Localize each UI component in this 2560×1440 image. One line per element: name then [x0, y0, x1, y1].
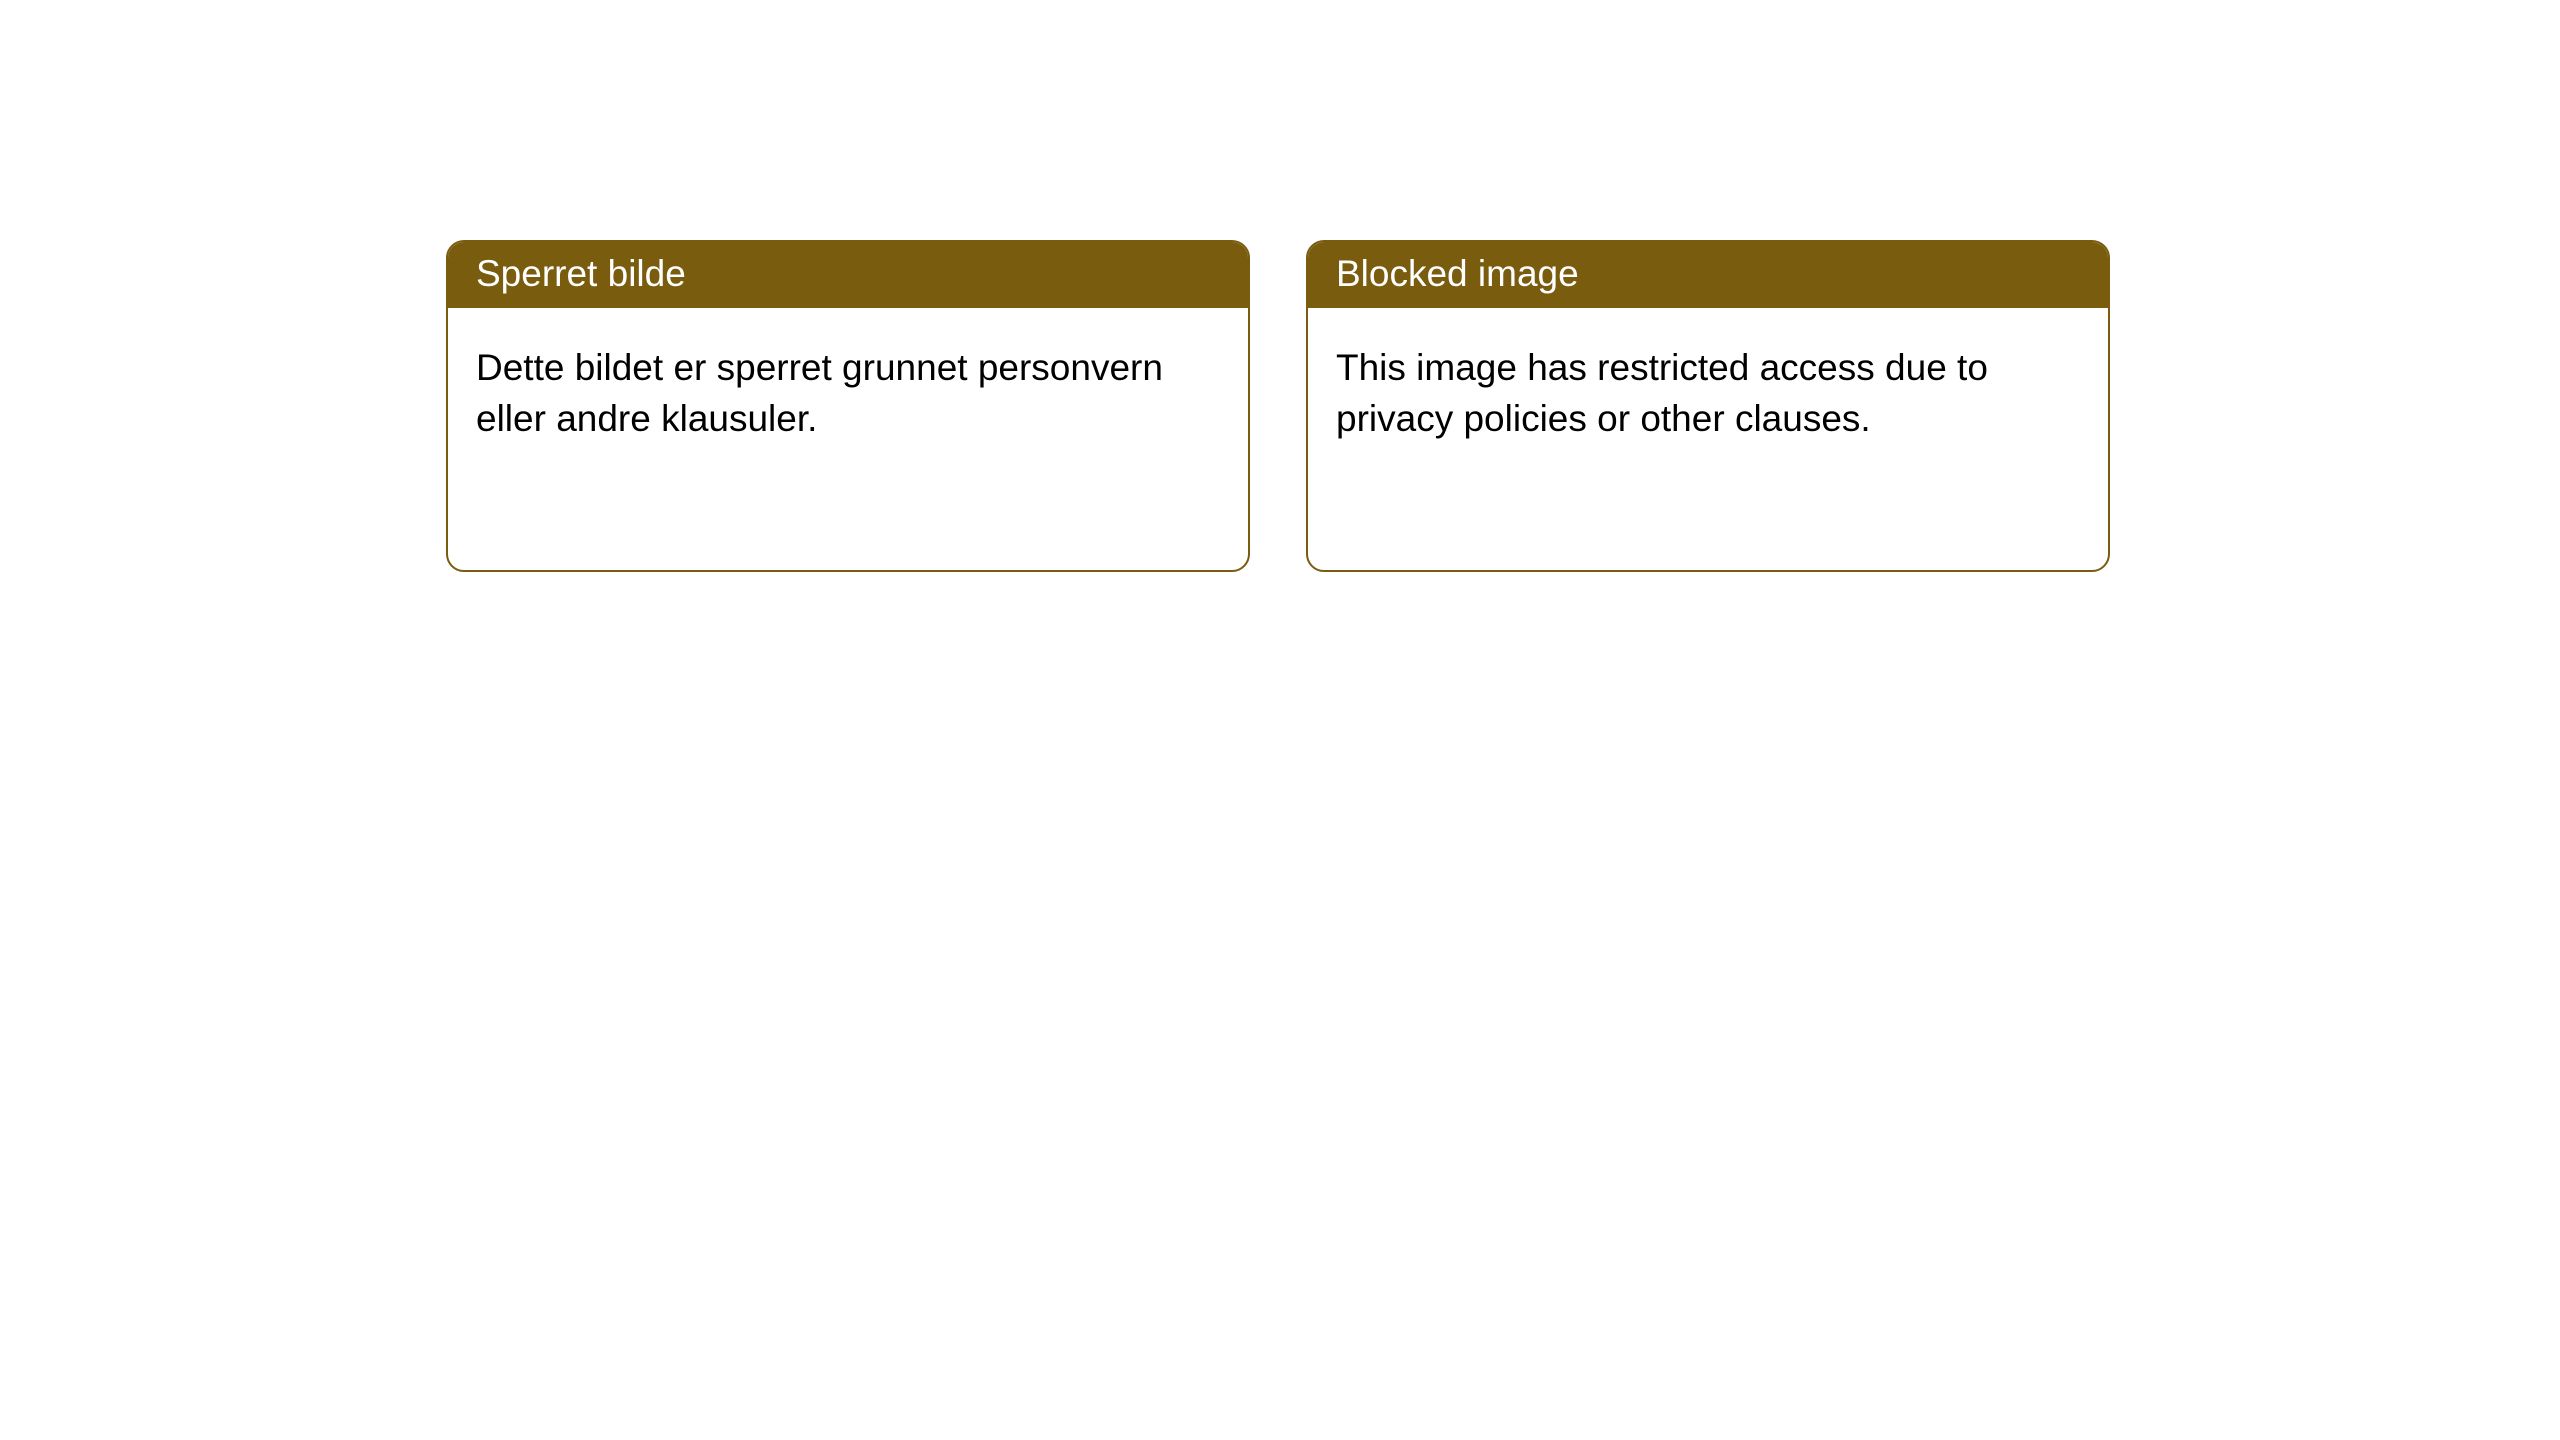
notice-body: Dette bildet er sperret grunnet personve…: [448, 308, 1248, 478]
notice-card-english: Blocked image This image has restricted …: [1306, 240, 2110, 572]
notice-body: This image has restricted access due to …: [1308, 308, 2108, 478]
notice-container: Sperret bilde Dette bildet er sperret gr…: [0, 0, 2560, 572]
notice-card-norwegian: Sperret bilde Dette bildet er sperret gr…: [446, 240, 1250, 572]
notice-header: Sperret bilde: [448, 242, 1248, 308]
notice-header: Blocked image: [1308, 242, 2108, 308]
